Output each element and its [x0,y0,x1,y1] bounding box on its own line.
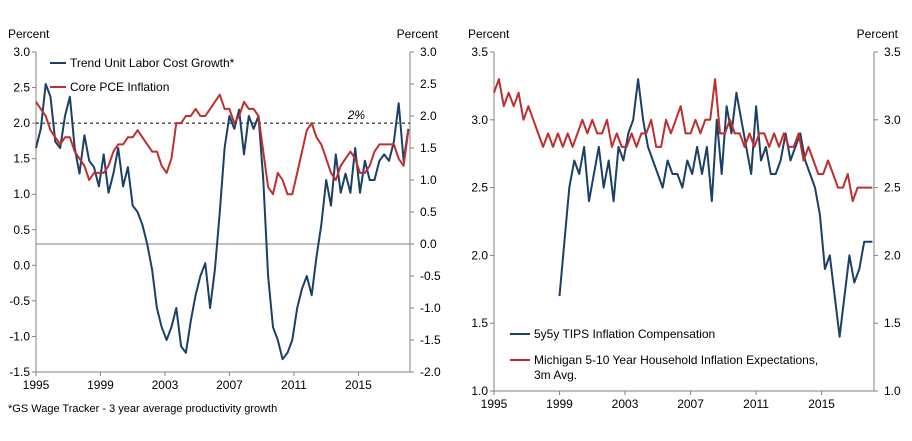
y-tick-label-right: -0.5 [420,269,441,283]
legend-label-trend-ulc: Trend Unit Labor Cost Growth* [70,56,235,70]
right-y-ticks-left: 1.0 1.5 2.0 2.5 3.0 3.5 [471,45,494,398]
y-tick-label-left: 3.0 [471,113,488,127]
left-y-ticks-right: -2.0 -1.5 -1.0 -0.5 0.0 0.5 1.0 1.5 2.0 2.5 3.0 [410,45,441,379]
legend-label-core-pce: Core PCE Inflation [70,80,169,94]
x-tick-label: 1999 [87,378,114,392]
footnote: *GS Wage Tracker - 3 year average produc… [8,403,277,415]
y-tick-label-right: -1.0 [420,301,441,315]
right-legend: 5y5y TIPS Inflation Compensation Michiga… [510,327,818,382]
series-line-1 [35,93,410,196]
x-tick-label: 1999 [546,397,573,411]
x-tick-label: 2011 [281,378,307,392]
left-y-label-left: Percent [8,27,50,41]
legend-label-tips: 5y5y TIPS Inflation Compensation [534,327,715,341]
y-tick-label-right: -1.5 [420,333,441,347]
x-tick-label: 2003 [612,397,639,411]
left-x-ticks: 1995 1999 2003 2007 2011 2015 [23,372,372,392]
reference-line-label: 2% [347,108,366,122]
y-tick-label-right: 1.0 [884,384,901,398]
left-y-ticks-left: -1.5 -1.0 -0.5 0.0 0.5 1.0 1.5 2.0 2.5 3.0 [9,45,36,379]
y-tick-label-right: 3.0 [884,113,901,127]
x-tick-label: 1995 [23,378,50,392]
y-tick-label-left: -0.5 [9,294,30,308]
left-plot-frame [35,52,411,373]
legend-label-michigan: Michigan 5-10 Year Household Inflation E… [534,353,818,382]
y-tick-label-right: 3.5 [884,45,901,59]
x-tick-label: 2007 [677,397,704,411]
y-tick-label-left: 0.5 [13,223,30,237]
y-tick-label-left: -1.0 [9,329,30,343]
y-tick-label-right: -2.0 [420,365,441,379]
y-tick-label-right: 1.5 [420,141,437,155]
y-tick-label-left: 2.0 [471,248,488,262]
y-tick-label-right: 1.0 [420,173,437,187]
y-tick-label-left: 1.5 [471,316,488,330]
chart-right: Percent Percent 1.01.52.02.53.03.5 1.01.… [468,27,901,411]
y-tick-label-right: 2.5 [420,77,437,91]
x-tick-label: 2015 [345,378,372,392]
x-tick-label: 2007 [216,378,243,392]
y-tick-label-right: 2.5 [884,181,901,195]
y-tick-label-right: 2.0 [884,248,901,262]
y-tick-label-left: 1.0 [471,384,488,398]
y-tick-label-left: 2.5 [471,181,488,195]
y-tick-label-right: 3.0 [420,45,437,59]
y-tick-label-left: 3.0 [13,45,30,59]
right-x-ticks: 1995 1999 2003 2007 2011 2015 [481,391,835,411]
y-tick-label-left: -1.5 [9,365,30,379]
right-y-label-right: Percent [857,27,899,41]
x-tick-label: 2011 [743,397,769,411]
y-tick-label-left: 2.5 [13,81,30,95]
left-y-label-right: Percent [397,27,439,41]
y-tick-label-left: 0.0 [13,258,30,272]
y-tick-label-right: 0.5 [420,205,437,219]
x-tick-label: 2015 [808,397,835,411]
right-y-label-left: Percent [468,27,510,41]
series-line-0 [35,83,410,361]
y-tick-label-left: 1.5 [13,152,30,166]
right-plot-frame [493,52,875,392]
y-tick-label-right: 0.0 [420,237,437,251]
y-tick-label-right: 1.5 [884,316,901,330]
chart-left: Percent Percent -1.5 -1.0 -0.5 0.0 0.5 1.0 1.5… [8,27,441,415]
right-series-lines [493,78,873,338]
left-series-lines [35,83,410,361]
series-line-1 [493,78,873,203]
y-tick-label-left: 3.5 [471,45,488,59]
y-tick-label-right: 2.0 [420,109,437,123]
y-tick-label-left: 1.0 [13,187,30,201]
x-tick-label: 2003 [152,378,179,392]
x-tick-label: 1995 [481,397,508,411]
series-line-0 [558,78,873,338]
y-tick-label-left: 2.0 [13,116,30,130]
right-y-ticks-right: 1.0 1.5 2.0 2.5 3.0 3.5 [874,45,901,398]
left-legend: Trend Unit Labor Cost Growth* Core PCE I… [50,56,235,94]
